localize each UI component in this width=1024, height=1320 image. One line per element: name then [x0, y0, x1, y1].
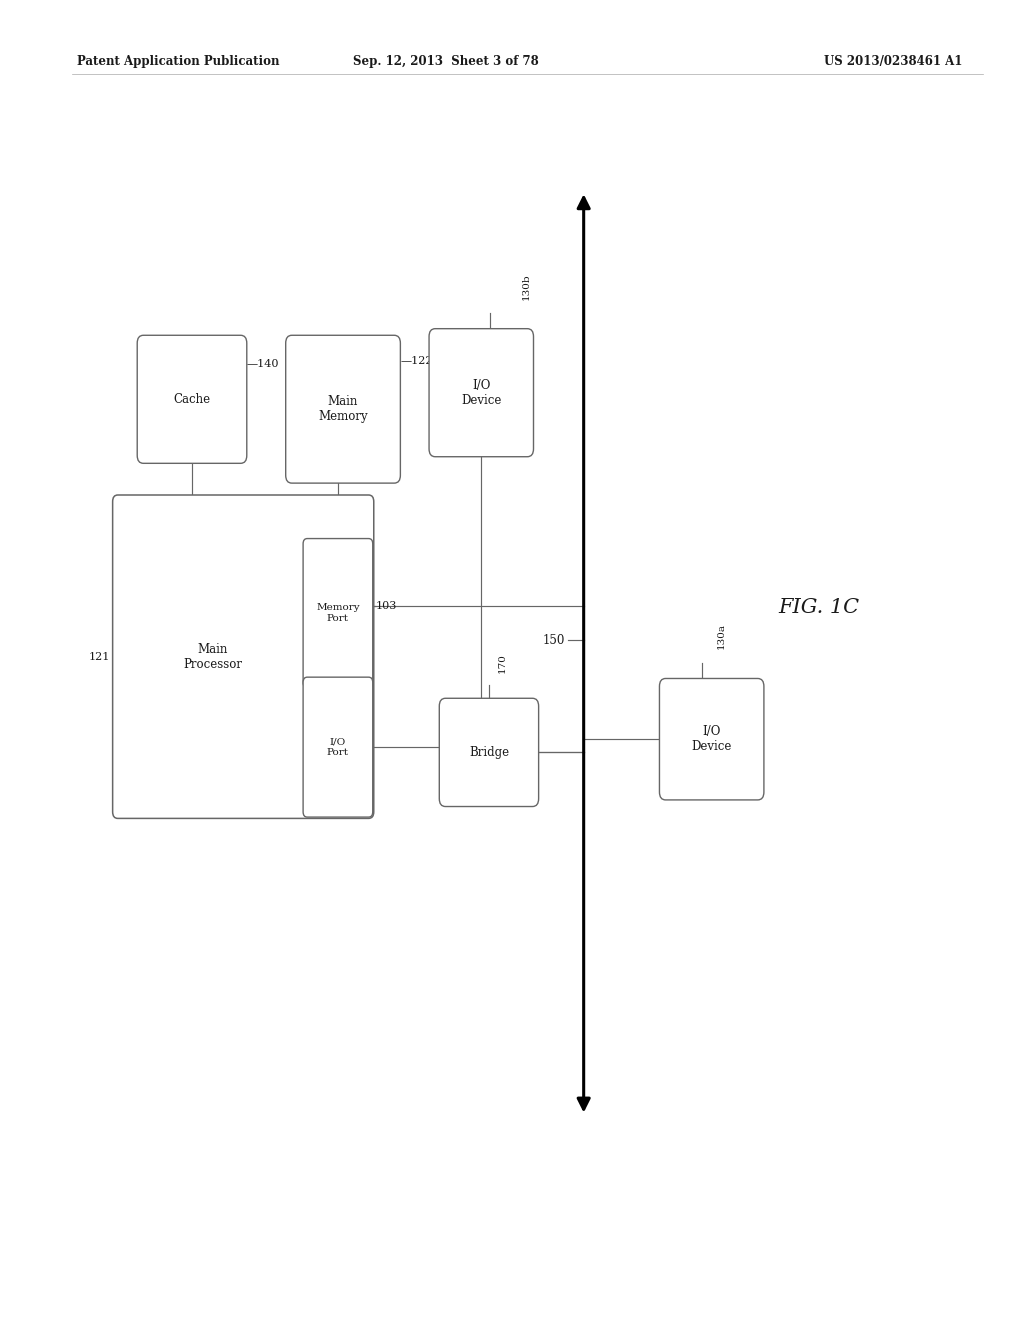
FancyBboxPatch shape	[303, 677, 373, 817]
Text: 130a: 130a	[717, 623, 725, 649]
Text: 121: 121	[88, 652, 110, 661]
Text: 103: 103	[376, 601, 397, 611]
Text: Patent Application Publication: Patent Application Publication	[77, 55, 280, 69]
FancyBboxPatch shape	[113, 495, 374, 818]
Text: I/O
Device: I/O Device	[691, 725, 732, 754]
Text: FIG. 1C: FIG. 1C	[778, 598, 860, 616]
Text: Cache: Cache	[173, 393, 211, 405]
Text: Sep. 12, 2013  Sheet 3 of 78: Sep. 12, 2013 Sheet 3 of 78	[352, 55, 539, 69]
Text: Memory
Port: Memory Port	[316, 603, 359, 623]
Text: Main
Processor: Main Processor	[183, 643, 242, 671]
Text: I/O
Device: I/O Device	[461, 379, 502, 407]
FancyBboxPatch shape	[439, 698, 539, 807]
FancyBboxPatch shape	[659, 678, 764, 800]
FancyBboxPatch shape	[429, 329, 534, 457]
Text: Main
Memory: Main Memory	[318, 395, 368, 424]
Text: Bridge: Bridge	[469, 746, 509, 759]
FancyBboxPatch shape	[137, 335, 247, 463]
Text: 130b: 130b	[522, 273, 531, 300]
Text: 150: 150	[543, 634, 565, 647]
Text: —122: —122	[400, 356, 433, 367]
Text: US 2013/0238461 A1: US 2013/0238461 A1	[824, 55, 963, 69]
FancyBboxPatch shape	[303, 539, 373, 688]
FancyBboxPatch shape	[286, 335, 400, 483]
Text: I/O
Port: I/O Port	[327, 738, 349, 756]
Text: —140: —140	[247, 359, 280, 370]
Text: 170: 170	[498, 653, 507, 673]
